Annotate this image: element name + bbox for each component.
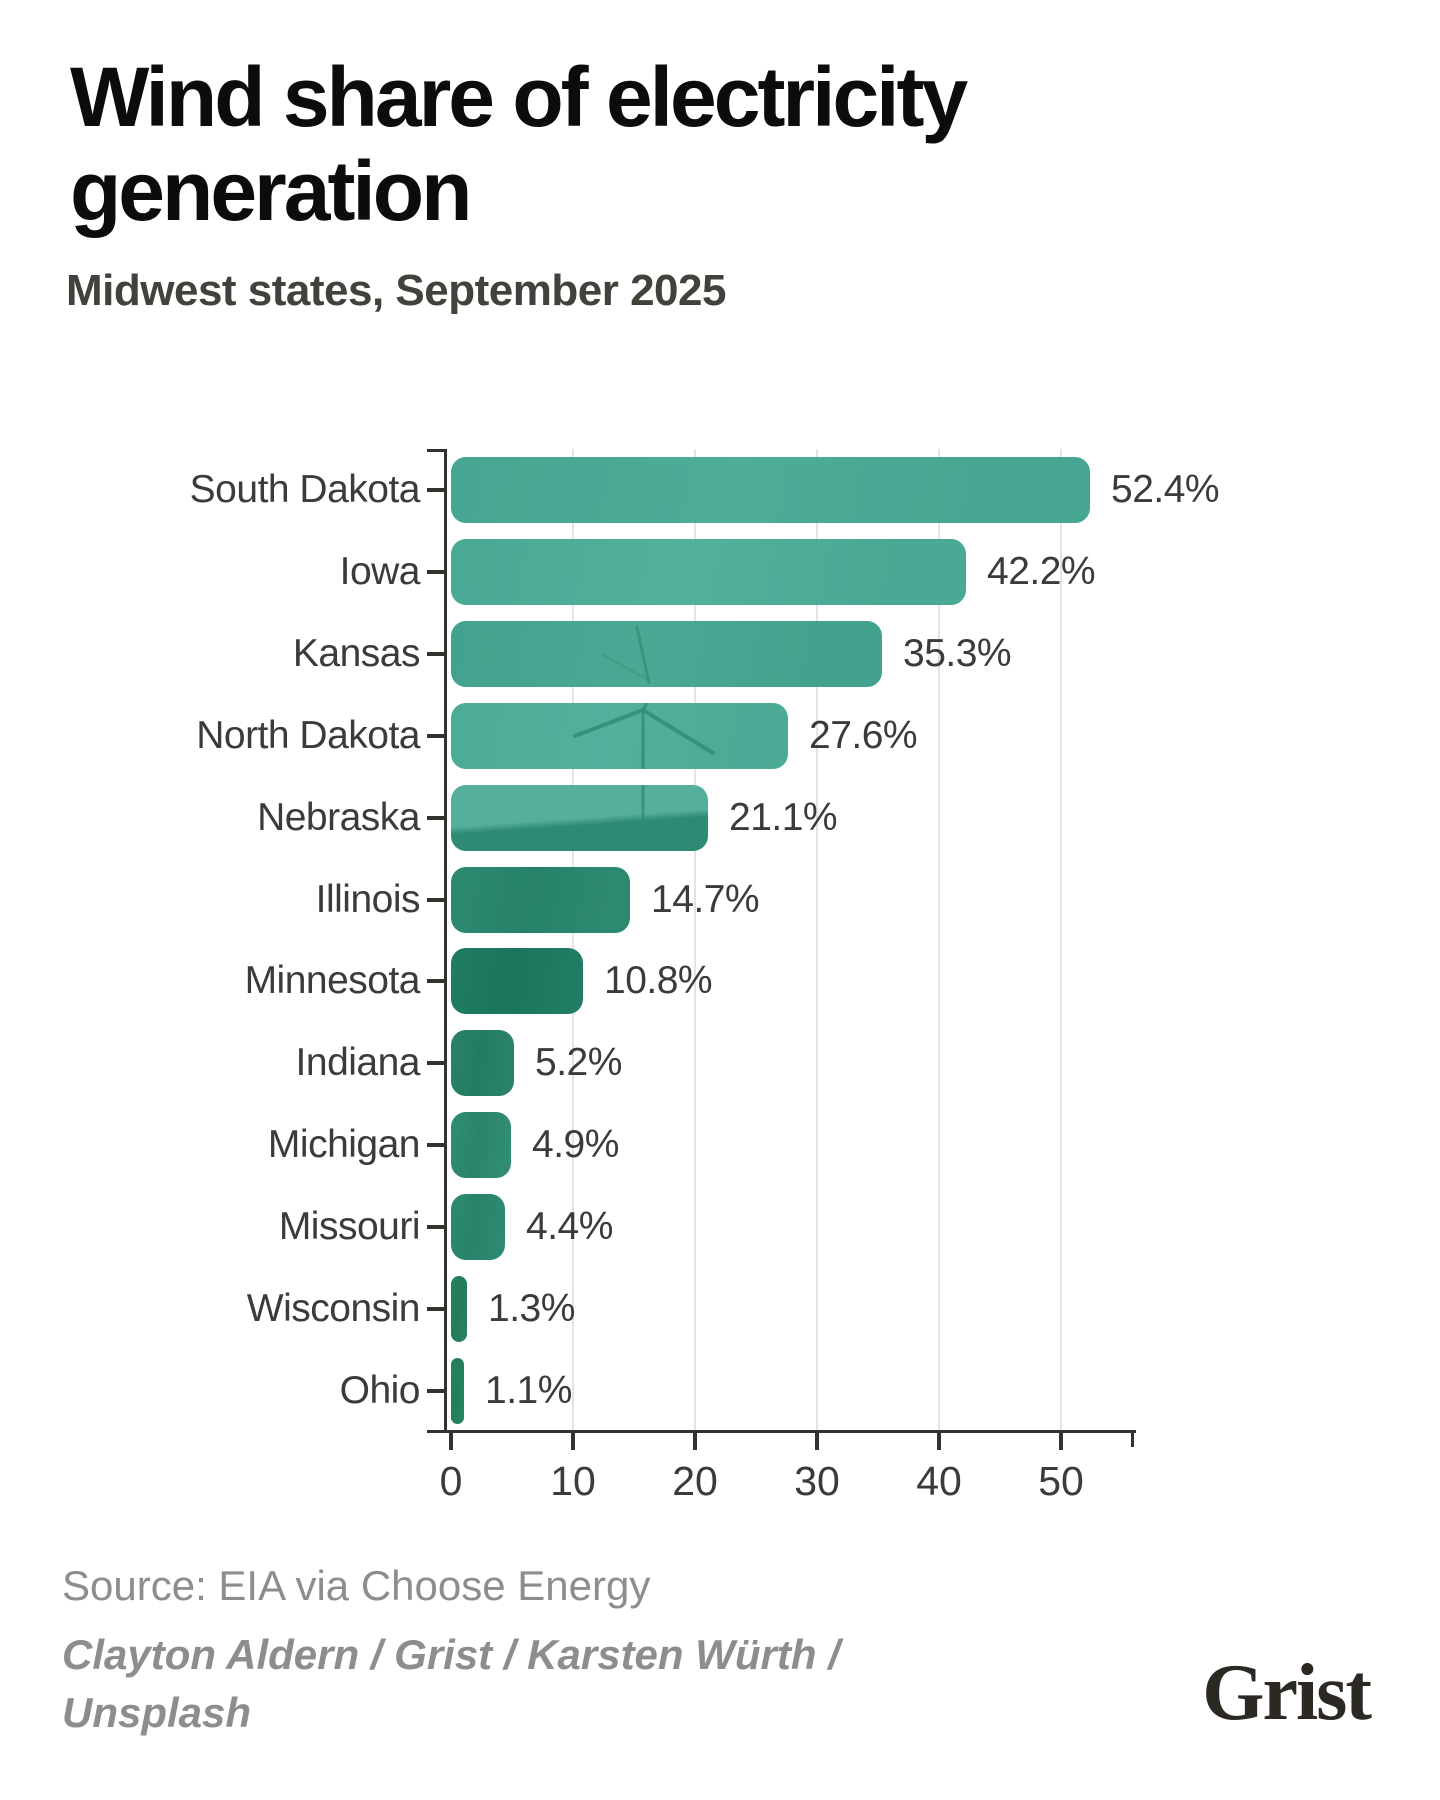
row-label-south-dakota: South Dakota <box>189 467 421 511</box>
x-axis-tick-label: 40 <box>916 1458 962 1504</box>
y-axis-tick <box>427 897 447 902</box>
bar-michigan <box>451 1112 511 1179</box>
value-label-indiana: 5.2% <box>535 1041 622 1085</box>
gridline <box>938 449 940 1432</box>
row-label-kansas: Kansas <box>292 631 421 675</box>
bar-ohio <box>451 1358 464 1425</box>
chart-title: Wind share of electricity generation <box>70 50 968 238</box>
y-axis-tick <box>427 1061 447 1066</box>
x-axis-tick-label: 30 <box>794 1458 840 1504</box>
gridline <box>572 449 574 1432</box>
gridline <box>1060 449 1062 1432</box>
x-axis-tick <box>815 1432 819 1450</box>
x-axis-tick <box>1059 1432 1063 1450</box>
bar-wisconsin <box>451 1276 467 1343</box>
credit-line-2: Unsplash <box>62 1689 252 1736</box>
x-axis-tick-label: 10 <box>550 1458 596 1504</box>
value-label-michigan: 4.9% <box>532 1123 619 1167</box>
bar-indiana <box>451 1030 514 1097</box>
row-label-missouri: Missouri <box>278 1205 421 1249</box>
value-label-nebraska: 21.1% <box>729 795 838 839</box>
value-label-missouri: 4.4% <box>526 1205 613 1249</box>
value-label-iowa: 42.2% <box>987 549 1096 593</box>
gridline <box>816 449 818 1432</box>
wind-turbine-graphic <box>641 784 645 827</box>
x-axis-tick-label: 0 <box>439 1458 463 1504</box>
y-axis-tick <box>427 569 447 574</box>
row-label-north-dakota: North Dakota <box>196 713 420 757</box>
value-label-minnesota: 10.8% <box>604 959 713 1003</box>
y-axis-tick <box>427 815 447 820</box>
y-axis-line <box>444 449 447 1432</box>
value-label-ohio: 1.1% <box>485 1369 572 1413</box>
y-axis-tick <box>427 1307 447 1312</box>
bar-south-dakota <box>451 456 1090 523</box>
row-label-minnesota: Minnesota <box>244 959 421 1003</box>
bar-kansas <box>451 620 882 687</box>
x-axis-tick <box>571 1432 575 1450</box>
y-axis-tick <box>427 733 447 738</box>
grist-logo: Grist <box>1202 1649 1372 1737</box>
x-axis-tick-label: 50 <box>1038 1458 1084 1504</box>
row-label-indiana: Indiana <box>295 1041 421 1085</box>
y-axis-tick <box>427 1389 447 1394</box>
chart-subtitle: Midwest states, September 2025 <box>66 266 726 315</box>
x-axis-tick <box>693 1432 697 1450</box>
bar-nebraska <box>451 784 708 851</box>
x-axis-tick <box>937 1432 941 1450</box>
x-axis-tick <box>449 1432 453 1450</box>
row-label-ohio: Ohio <box>339 1369 421 1413</box>
x-axis-end-cap <box>1131 1432 1134 1447</box>
credit-text: Clayton Aldern / Grist / Karsten Würth /… <box>62 1626 840 1742</box>
row-label-wisconsin: Wisconsin <box>246 1287 421 1331</box>
y-axis-tick <box>427 651 447 656</box>
value-label-kansas: 35.3% <box>903 631 1012 675</box>
bar-north-dakota <box>451 702 788 769</box>
y-axis-tick <box>427 979 447 984</box>
credit-line-1: Clayton Aldern / Grist / Karsten Würth / <box>62 1631 840 1678</box>
y-axis-tick <box>427 1143 447 1148</box>
y-axis-tick <box>427 1225 447 1230</box>
source-text: Source: EIA via Choose Energy <box>62 1562 651 1609</box>
value-label-illinois: 14.7% <box>651 877 760 921</box>
value-label-north-dakota: 27.6% <box>809 713 918 757</box>
bar-missouri <box>451 1194 505 1261</box>
row-label-iowa: Iowa <box>339 549 421 593</box>
wind-turbine-graphic <box>573 702 715 769</box>
row-label-michigan: Michigan <box>267 1123 421 1167</box>
x-axis-tick-label: 20 <box>672 1458 718 1504</box>
x-axis-line <box>427 1430 1136 1433</box>
y-axis-top-cap <box>427 449 447 452</box>
bar-minnesota <box>451 948 583 1015</box>
value-label-wisconsin: 1.3% <box>488 1287 575 1331</box>
bar-illinois <box>451 866 630 933</box>
y-axis-tick <box>427 487 447 492</box>
gridline <box>694 449 696 1432</box>
wind-turbine-graphic <box>601 625 651 685</box>
bar-iowa <box>451 538 966 605</box>
row-label-nebraska: Nebraska <box>257 795 420 839</box>
row-label-illinois: Illinois <box>315 877 421 921</box>
value-label-south-dakota: 52.4% <box>1111 467 1220 511</box>
